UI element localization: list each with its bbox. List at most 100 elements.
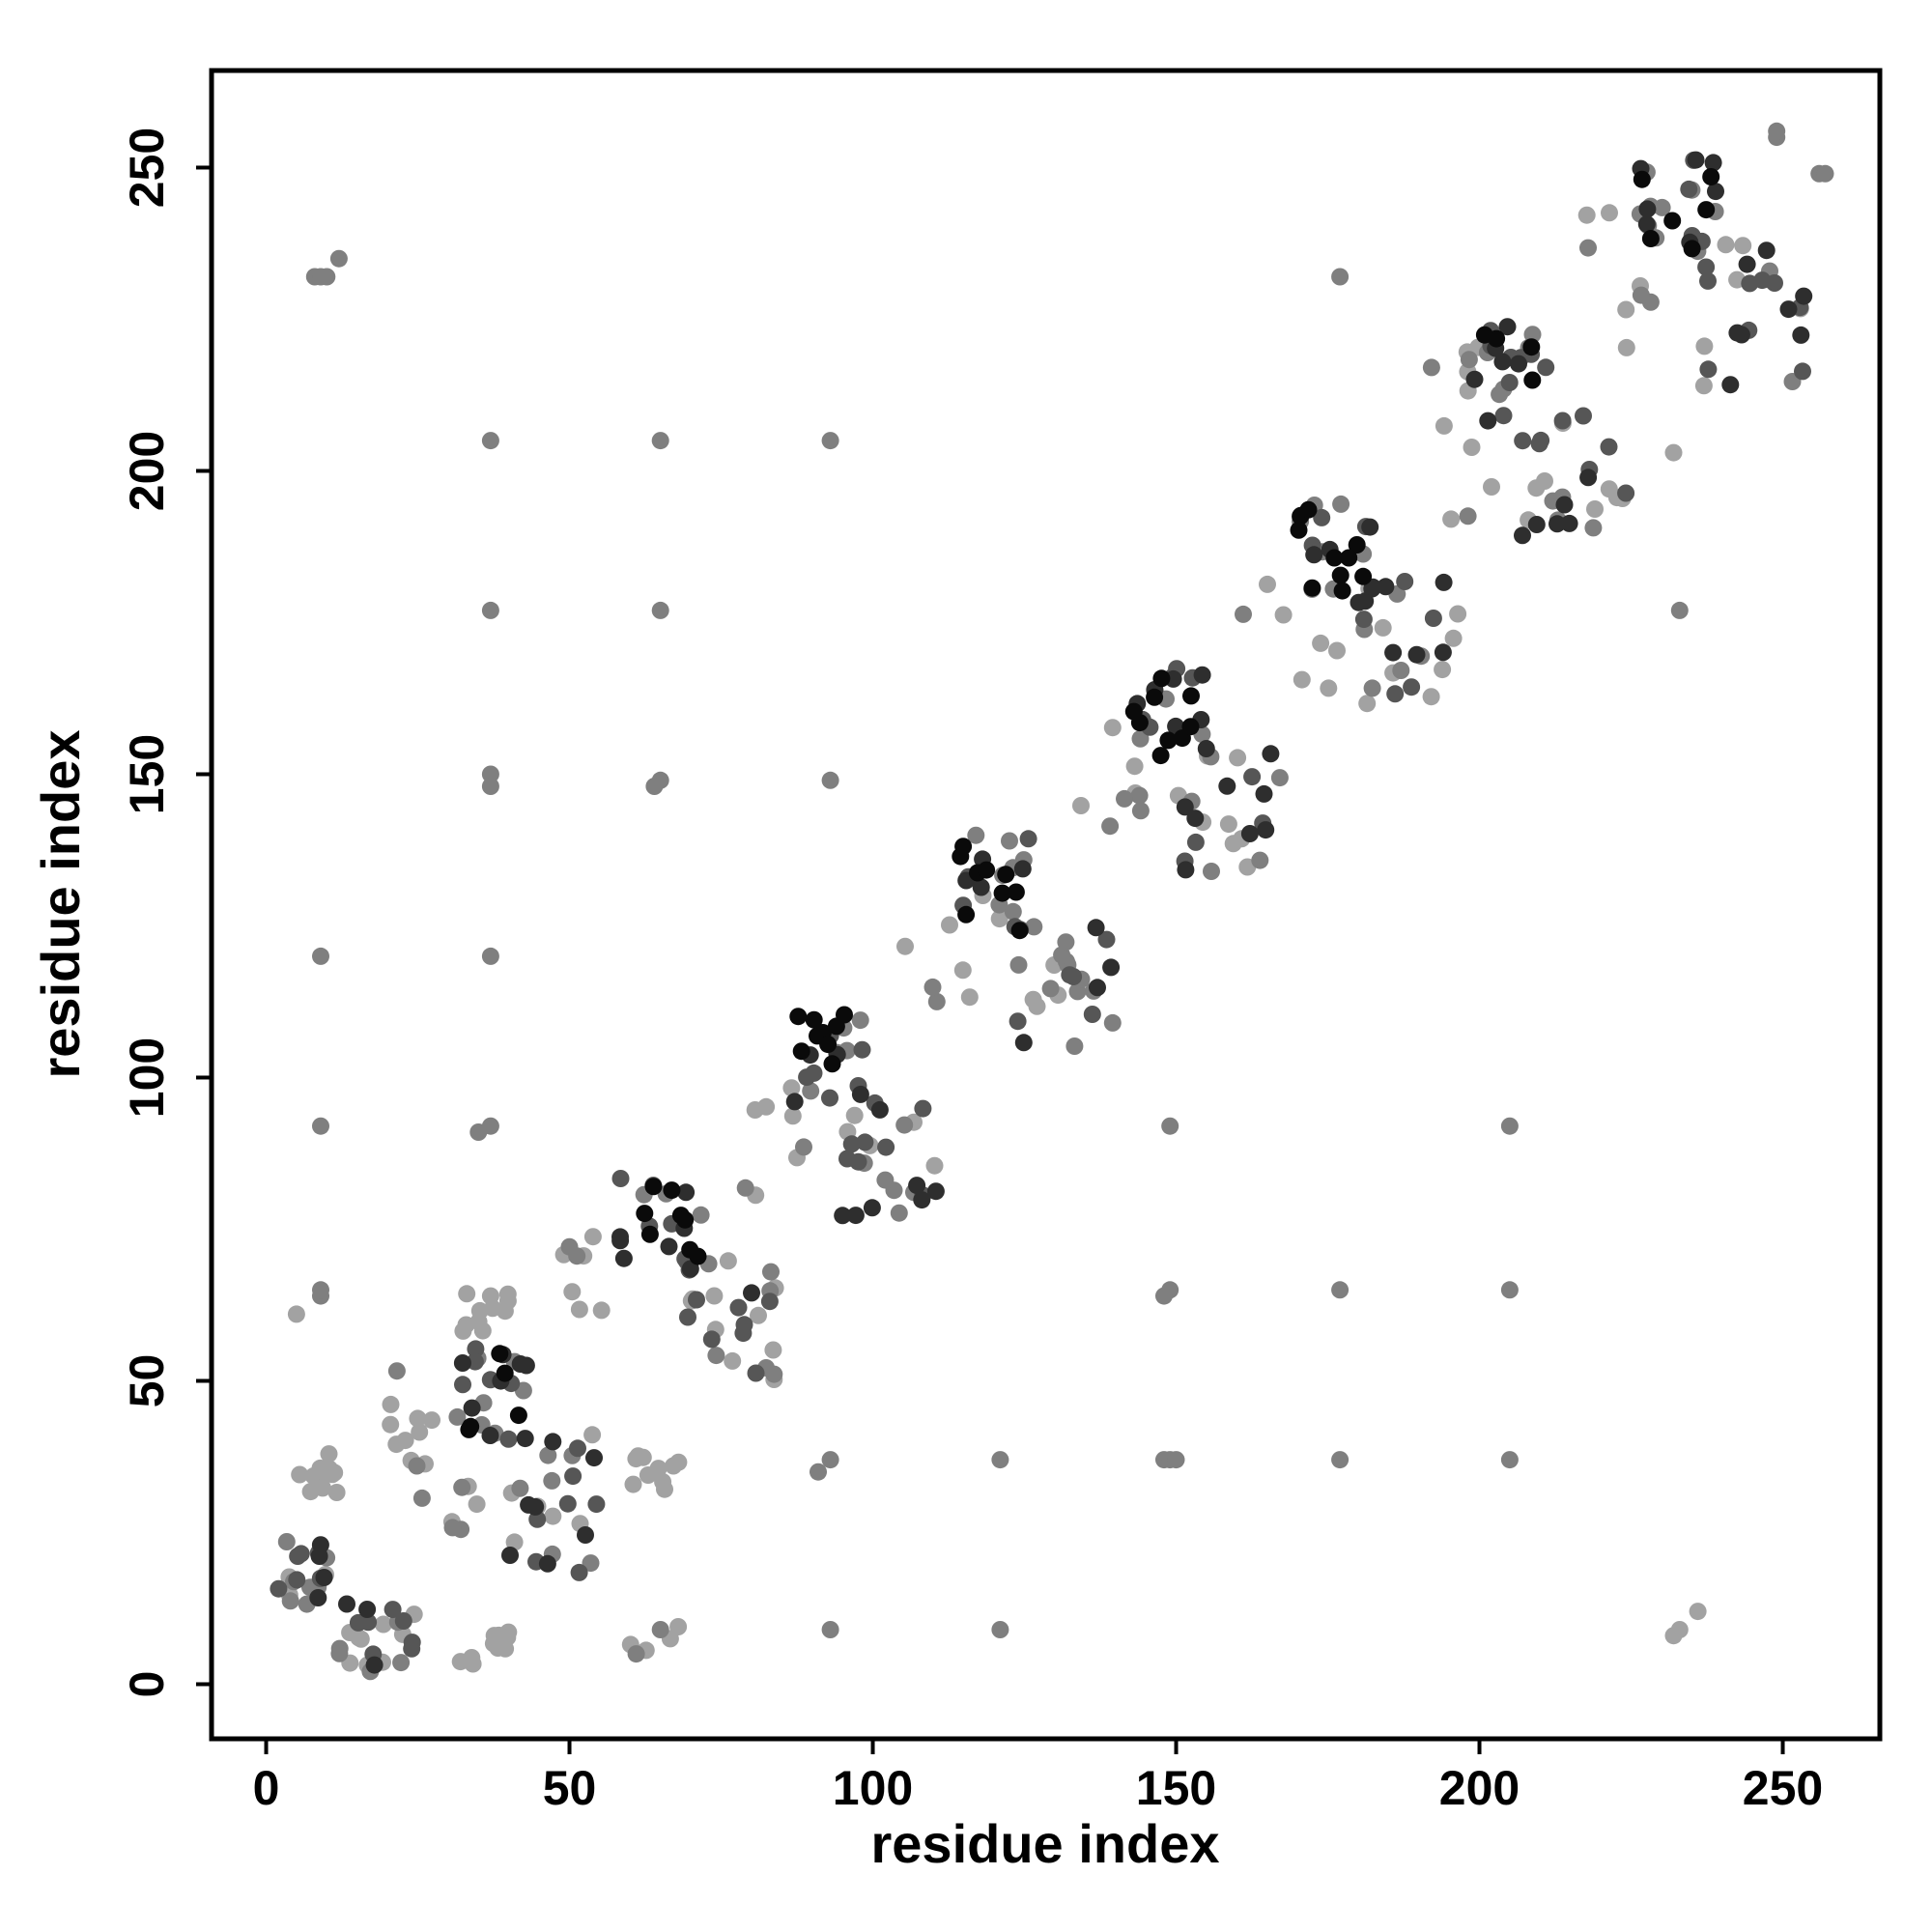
data-point <box>1125 757 1144 776</box>
data-point <box>679 1308 696 1326</box>
data-point <box>692 1206 710 1224</box>
data-point <box>526 1497 545 1516</box>
data-point <box>570 1300 588 1319</box>
data-point <box>359 1613 378 1632</box>
data-point <box>1695 337 1714 355</box>
data-point <box>1186 810 1205 828</box>
data-point <box>877 1138 895 1156</box>
data-point <box>1435 416 1453 435</box>
data-point <box>1768 122 1786 140</box>
data-point <box>853 1040 871 1059</box>
data-point <box>1259 575 1276 593</box>
data-point <box>1004 902 1022 921</box>
y-tick-label: 250 <box>120 128 174 208</box>
data-point <box>1633 170 1651 188</box>
data-point <box>1159 731 1178 750</box>
data-point <box>289 1548 307 1565</box>
data-point <box>805 1064 823 1082</box>
data-point <box>645 778 664 795</box>
data-point <box>1013 860 1032 878</box>
data-point <box>1663 212 1682 230</box>
data-point <box>1131 802 1150 820</box>
data-point <box>318 268 336 286</box>
data-point <box>324 1465 341 1484</box>
data-point <box>1102 958 1121 977</box>
data-point <box>1001 832 1018 850</box>
data-point <box>1653 198 1671 216</box>
data-point <box>288 1571 306 1589</box>
data-point <box>1442 510 1461 528</box>
data-point <box>1510 355 1527 373</box>
data-point <box>1305 546 1323 564</box>
data-point <box>270 1579 288 1598</box>
data-point <box>762 1263 780 1281</box>
data-point <box>1702 168 1720 185</box>
data-point <box>1065 1037 1084 1055</box>
data-point <box>611 1170 630 1187</box>
data-point <box>453 1354 471 1372</box>
data-point <box>312 1117 329 1135</box>
data-point <box>926 1182 945 1201</box>
data-point <box>1101 817 1120 836</box>
data-point <box>1293 670 1311 689</box>
data-point <box>707 1347 725 1365</box>
data-point <box>458 1285 476 1303</box>
data-point <box>821 1451 839 1469</box>
data-point <box>842 1135 861 1153</box>
data-point <box>1333 582 1351 600</box>
data-point <box>993 884 1011 902</box>
data-point <box>990 910 1009 928</box>
data-point <box>1553 412 1572 430</box>
data-point <box>1422 688 1440 706</box>
data-point <box>669 1618 688 1635</box>
data-point <box>651 1621 669 1638</box>
data-point <box>651 601 669 619</box>
data-point <box>845 1106 864 1124</box>
data-point <box>1377 578 1395 596</box>
data-point <box>1816 164 1834 183</box>
data-point <box>1151 747 1170 765</box>
data-point <box>1514 526 1531 545</box>
data-point <box>1257 821 1275 839</box>
data-point <box>1130 714 1149 732</box>
data-point <box>1146 688 1164 706</box>
data-point <box>384 1601 402 1619</box>
data-point <box>582 1554 600 1573</box>
data-point <box>821 771 839 789</box>
data-point <box>1560 514 1578 532</box>
data-point <box>569 1439 586 1458</box>
data-point <box>1794 362 1811 381</box>
data-point <box>1548 515 1566 533</box>
x-tick-label: 150 <box>1136 1761 1216 1815</box>
data-point <box>746 1101 764 1119</box>
data-point <box>1493 353 1512 371</box>
data-point <box>563 1283 582 1301</box>
data-point <box>312 1281 329 1299</box>
data-point <box>1320 679 1338 697</box>
data-point <box>387 1362 406 1380</box>
x-tick-label: 250 <box>1743 1761 1823 1815</box>
data-point <box>823 1055 841 1073</box>
data-point <box>394 1612 412 1630</box>
data-point <box>913 1191 931 1209</box>
data-point <box>481 947 499 965</box>
data-point <box>1152 669 1171 688</box>
data-point <box>1483 478 1500 496</box>
data-point <box>403 1639 421 1658</box>
data-point <box>735 1316 753 1334</box>
data-point <box>954 838 973 856</box>
data-point <box>516 1430 534 1448</box>
data-point <box>1537 358 1555 377</box>
data-point <box>1717 236 1735 254</box>
data-point <box>802 1082 820 1100</box>
data-point <box>469 1313 488 1331</box>
data-point <box>819 1036 838 1054</box>
data-point <box>614 1249 633 1267</box>
data-point <box>327 1484 346 1501</box>
data-point <box>490 1626 508 1644</box>
data-point <box>387 1435 406 1454</box>
data-point <box>1340 549 1358 567</box>
data-point <box>821 432 839 450</box>
data-point <box>1072 797 1090 814</box>
data-point <box>1449 605 1467 623</box>
